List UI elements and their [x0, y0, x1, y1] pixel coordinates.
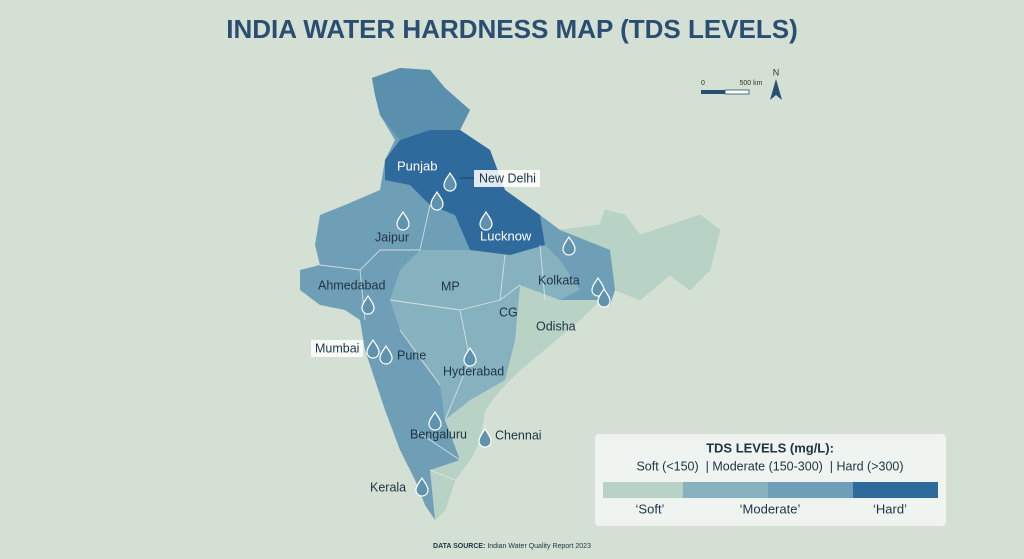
place-label: CG	[499, 305, 518, 319]
label-box	[474, 170, 540, 187]
north-arrow: N	[770, 67, 782, 100]
place-label: Bengaluru	[410, 427, 467, 441]
place-label: MP	[441, 279, 460, 293]
place-label: Chennai	[495, 428, 542, 442]
map-title: INDIA WATER HARDNESS MAP (TDS LEVELS)	[226, 14, 798, 44]
place-label: Lucknow	[480, 228, 532, 243]
labels: Punjab New Delhi Jaipur Lucknow Ahmedaba…	[311, 158, 580, 494]
north-label: N	[773, 67, 780, 77]
india-map	[300, 68, 720, 520]
source-text: Indian Water Quality Report 2023	[487, 543, 591, 550]
region-moderate-light	[390, 245, 580, 420]
north-arrow-icon	[770, 79, 782, 100]
legend-swatch	[683, 482, 768, 498]
place-label: Jaipur	[375, 230, 409, 244]
scale-bar: 0 500 km	[701, 80, 763, 95]
region-northeast	[560, 210, 720, 300]
label-box	[311, 340, 363, 357]
place-label: New Delhi	[479, 171, 536, 185]
scale-segment	[724, 89, 750, 95]
legend-box	[595, 434, 946, 526]
legend-title: TDS LEVELS (mg/L):	[706, 440, 834, 455]
place-label: Ahmedabad	[318, 278, 385, 292]
legend-swatch	[768, 482, 853, 498]
legend-item: ‘Hard’	[873, 501, 907, 516]
scale-start: 0	[701, 80, 705, 87]
place-label: Hyderabad	[443, 364, 504, 378]
data-source: DATA SOURCE: Indian Water Quality Report…	[433, 543, 591, 550]
legend-swatch	[603, 482, 683, 498]
scale-end: 500 km	[740, 80, 763, 87]
scale-segment	[701, 90, 725, 94]
legend-subtitle: Soft (<150) | Moderate (150-300) | Hard …	[636, 459, 903, 473]
legend-swatch	[853, 482, 938, 498]
place-label: Kolkata	[538, 273, 580, 287]
source-label: DATA SOURCE:	[433, 543, 485, 550]
legend-item: ‘Soft’	[636, 501, 665, 516]
place-label: Pune	[397, 348, 426, 362]
place-label: Kerala	[370, 480, 406, 494]
place-label: Mumbai	[315, 341, 359, 355]
legend: TDS LEVELS (mg/L): Soft (<150) | Moderat…	[595, 434, 946, 526]
region-kashmir	[372, 68, 470, 140]
legend-item: ‘Moderate’	[740, 501, 801, 516]
place-label: Odisha	[536, 319, 576, 333]
region-hard	[385, 130, 545, 255]
place-label: Punjab	[397, 158, 437, 173]
region-soft	[430, 285, 600, 520]
